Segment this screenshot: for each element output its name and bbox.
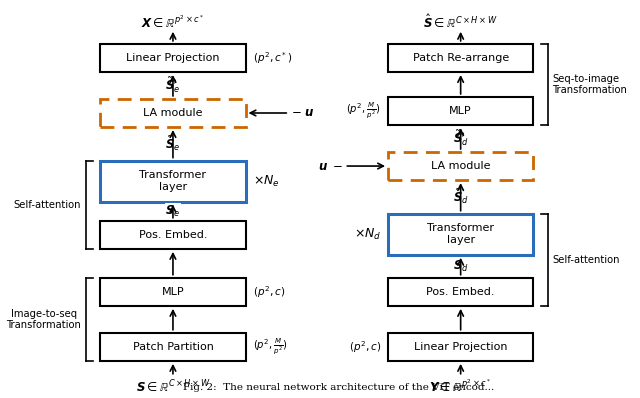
- Text: $(p^2, c^*)$: $(p^2, c^*)$: [253, 50, 292, 66]
- Text: $-\ \boldsymbol{u}$: $-\ \boldsymbol{u}$: [291, 107, 315, 119]
- Text: $\boldsymbol{u}\ -$: $\boldsymbol{u}\ -$: [317, 160, 342, 173]
- Text: Fig. 2:  The neural network architecture of the ViT encod...: Fig. 2: The neural network architecture …: [183, 383, 494, 392]
- Text: Self-attention: Self-attention: [13, 200, 81, 210]
- Text: Seq-to-image
Transformation: Seq-to-image Transformation: [552, 74, 627, 95]
- FancyBboxPatch shape: [100, 220, 246, 249]
- FancyBboxPatch shape: [388, 278, 533, 306]
- FancyBboxPatch shape: [388, 214, 533, 255]
- Text: Transformer
layer: Transformer layer: [140, 170, 207, 192]
- Text: $\boldsymbol{S}_e$: $\boldsymbol{S}_e$: [165, 204, 180, 219]
- Text: $\boldsymbol{S}_d$: $\boldsymbol{S}_d$: [452, 259, 468, 274]
- FancyBboxPatch shape: [100, 99, 246, 127]
- Text: $(p^2, c)$: $(p^2, c)$: [253, 284, 285, 300]
- Text: $\boldsymbol{Y} \in \mathbb{R}^{p^2\times c^*}$: $\boldsymbol{Y} \in \mathbb{R}^{p^2\time…: [429, 378, 492, 395]
- Text: $\tilde{\boldsymbol{S}}_d'$: $\tilde{\boldsymbol{S}}_d'$: [452, 129, 468, 148]
- Text: MLP: MLP: [162, 287, 184, 297]
- Text: Transformer
layer: Transformer layer: [427, 223, 494, 245]
- Text: $(p^2,\frac{M}{p^2})$: $(p^2,\frac{M}{p^2})$: [253, 337, 287, 357]
- Text: Patch Re-arrange: Patch Re-arrange: [413, 53, 509, 63]
- Text: Pos. Embed.: Pos. Embed.: [426, 287, 495, 297]
- Text: LA module: LA module: [143, 108, 203, 118]
- Text: MLP: MLP: [449, 106, 472, 116]
- FancyBboxPatch shape: [100, 44, 246, 72]
- Text: LA module: LA module: [431, 161, 490, 171]
- FancyBboxPatch shape: [388, 44, 533, 72]
- FancyBboxPatch shape: [100, 160, 246, 202]
- Text: $(p^2,\frac{M}{p^2})$: $(p^2,\frac{M}{p^2})$: [346, 101, 381, 121]
- Text: $\boldsymbol{X} \in \mathbb{R}^{p^2\times c^*}$: $\boldsymbol{X} \in \mathbb{R}^{p^2\time…: [141, 14, 205, 31]
- Text: Image-to-seq
Transformation: Image-to-seq Transformation: [6, 308, 81, 330]
- Text: $\times N_d$: $\times N_d$: [354, 227, 381, 242]
- Text: Self-attention: Self-attention: [552, 255, 620, 265]
- Text: $\times N_e$: $\times N_e$: [253, 174, 280, 189]
- Text: Linear Projection: Linear Projection: [414, 342, 508, 352]
- Text: $(p^2, c)$: $(p^2, c)$: [349, 339, 381, 355]
- FancyBboxPatch shape: [388, 97, 533, 125]
- FancyBboxPatch shape: [388, 152, 533, 180]
- Text: Pos. Embed.: Pos. Embed.: [139, 230, 207, 240]
- Text: Linear Projection: Linear Projection: [126, 53, 220, 63]
- FancyBboxPatch shape: [100, 333, 246, 361]
- Text: Patch Partition: Patch Partition: [132, 342, 213, 352]
- Text: $\tilde{\boldsymbol{S}}_e$: $\tilde{\boldsymbol{S}}_e$: [165, 135, 180, 153]
- Text: $\tilde{\boldsymbol{S}}_d$: $\tilde{\boldsymbol{S}}_d$: [452, 188, 468, 206]
- FancyBboxPatch shape: [388, 333, 533, 361]
- Text: $\hat{\boldsymbol{S}} \in \mathbb{R}^{C\times H\times W}$: $\hat{\boldsymbol{S}} \in \mathbb{R}^{C\…: [423, 13, 498, 31]
- Text: $\tilde{\boldsymbol{S}}_e'$: $\tilde{\boldsymbol{S}}_e'$: [165, 76, 180, 96]
- FancyBboxPatch shape: [100, 278, 246, 306]
- Text: $\boldsymbol{S} \in \mathbb{R}^{C\times H\times W}$: $\boldsymbol{S} \in \mathbb{R}^{C\times …: [136, 378, 211, 395]
